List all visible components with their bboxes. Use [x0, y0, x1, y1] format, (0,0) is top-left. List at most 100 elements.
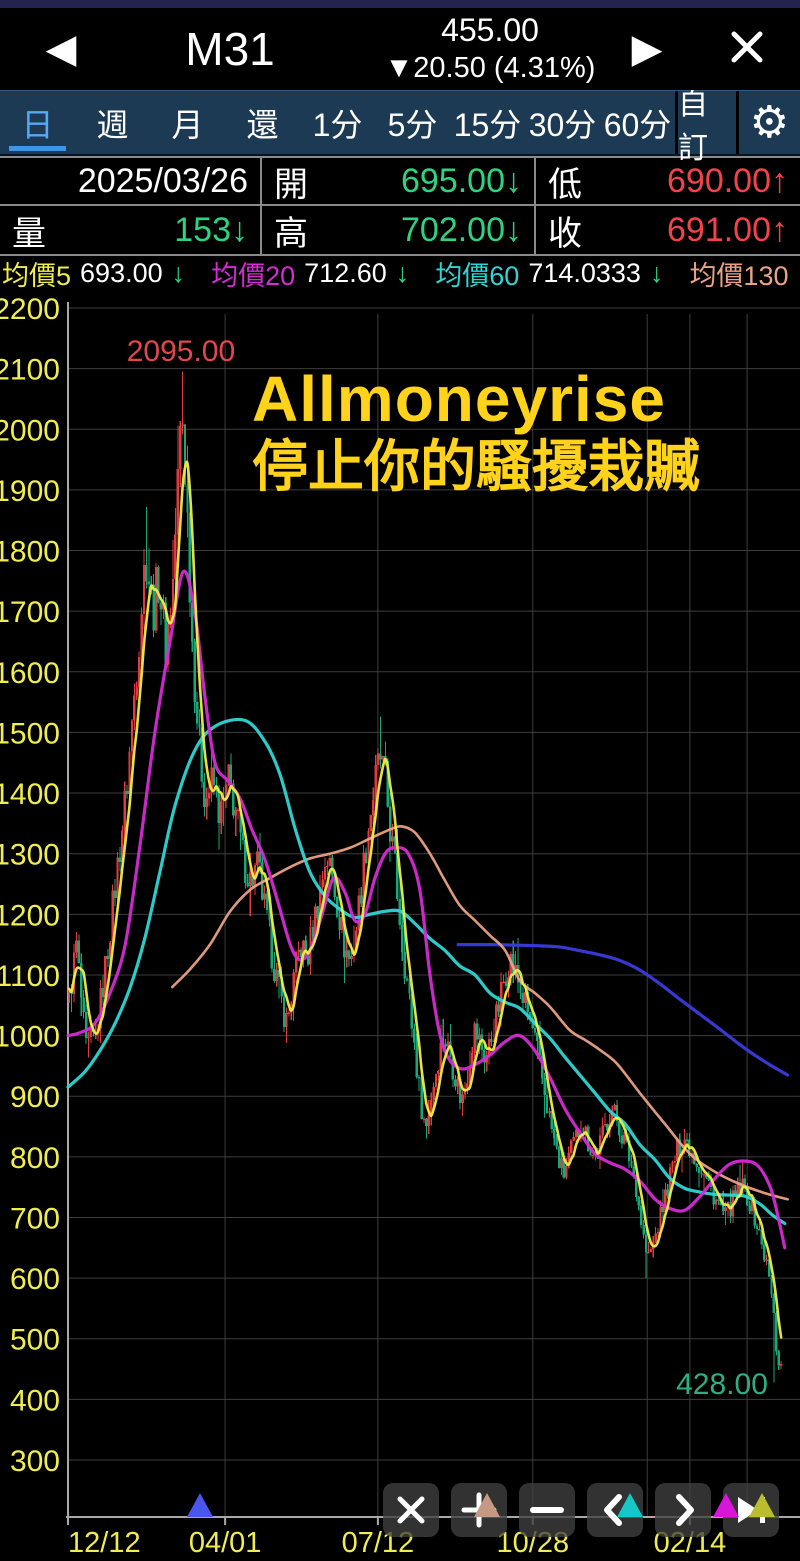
tab-custom[interactable]: 自訂 — [675, 88, 736, 165]
quote-info-grid: 2025/03/26 開 695.00↓ 低 690.00↑ 量 153↓ 高 702.00↓ 收… — [0, 156, 800, 256]
info-cell-high: 高 702.00↓ — [262, 206, 536, 254]
toolbar-close-button[interactable] — [383, 1483, 439, 1537]
x-icon — [397, 1496, 425, 1524]
ma20-legend-arrow: ↓ — [395, 257, 410, 288]
info-cell-close-value: 691.00↑ — [667, 210, 788, 249]
ma5-legend-value: 693.00 — [80, 257, 163, 288]
price-chart[interactable]: 300 400 500 600 700 800 900 1000 1100 1200 1300 140… — [0, 290, 800, 1561]
info-cell-volume-value: 153↓ — [174, 210, 248, 249]
axis-marker-magenta — [713, 1493, 740, 1517]
info-cell-low-value: 690.00↑ — [667, 161, 788, 200]
y-axis-label: 1900 — [0, 475, 60, 508]
ma5-legend-label: 均價5 — [2, 260, 72, 291]
info-cell-low-label: 低 — [548, 165, 582, 204]
y-axis-label: 1500 — [0, 717, 60, 750]
ma20-legend: 均價20 712.60 ↓ — [211, 256, 410, 291]
ma130-legend: 均價130 — [689, 256, 789, 291]
y-axis-label: 1300 — [0, 839, 60, 872]
header: ◀ M31 455.00 ▼20.50 (4.31%) ▶ — [0, 8, 800, 90]
info-cell-high-label: 高 — [274, 214, 308, 253]
tab-30min[interactable]: 30分 — [528, 106, 597, 143]
y-axis-label: 800 — [10, 1142, 60, 1175]
forward-button[interactable]: ▶ — [612, 8, 682, 90]
toolbar-next-button[interactable] — [655, 1483, 711, 1537]
tab-15min[interactable]: 15分 — [453, 106, 522, 143]
toolbar-prev-button[interactable] — [587, 1483, 643, 1537]
close-icon — [728, 28, 766, 71]
y-axis-label: 1700 — [0, 596, 60, 629]
settings-button[interactable]: ⚙ — [735, 91, 800, 154]
y-axis-label: 2200 — [0, 293, 60, 326]
y-axis-label: 700 — [10, 1202, 60, 1235]
tab-1min[interactable]: 1分 — [312, 106, 363, 143]
ma-line-ma130 — [170, 825, 789, 1201]
y-axis-label: 1800 — [0, 536, 60, 569]
back-icon: ◀ — [45, 27, 77, 71]
tab-month[interactable]: 月 — [171, 106, 204, 143]
chevron-left-icon — [604, 1494, 622, 1526]
chevron-right-icon — [676, 1494, 694, 1526]
ma60-legend-label: 均價60 — [435, 260, 520, 291]
axis-marker-tan — [474, 1493, 501, 1517]
info-cell-high-value: 702.00↓ — [401, 210, 522, 249]
y-axis-label: 300 — [10, 1445, 60, 1478]
tab-day[interactable]: 日 — [0, 91, 75, 154]
y-axis-label: 1400 — [0, 778, 60, 811]
moving-average-layer — [66, 460, 790, 1339]
current-price: 455.00 — [441, 12, 539, 48]
info-cell-open-value: 695.00↓ — [401, 161, 522, 200]
y-axis-label: 600 — [10, 1263, 60, 1296]
y-axis-label: 1200 — [0, 899, 60, 932]
minus-icon — [530, 1507, 564, 1513]
y-axis-label: 400 — [10, 1384, 60, 1417]
info-cell-volume-label: 量 — [12, 214, 46, 253]
ma20-legend-label: 均價20 — [211, 260, 296, 291]
candlestick-layer — [68, 371, 783, 1383]
y-axis-label: 1600 — [0, 657, 60, 690]
forward-icon: ▶ — [631, 27, 663, 71]
y-axis-label: 2100 — [0, 354, 60, 387]
toolbar-zoom-out-button[interactable] — [519, 1483, 575, 1537]
close-button[interactable] — [712, 8, 782, 90]
y-axis-label: 900 — [10, 1081, 60, 1114]
info-cell-open-label: 開 — [274, 165, 308, 204]
ma-line-ma240 — [456, 942, 790, 1077]
y-axis-label: 1000 — [0, 1021, 60, 1054]
status-strip — [0, 0, 800, 8]
x-axis-label: 12/12 — [68, 1527, 141, 1559]
tab-week[interactable]: 週 — [96, 106, 129, 143]
info-cell-open: 開 695.00↓ — [262, 158, 536, 206]
x-axis-label: 04/01 — [189, 1527, 262, 1559]
axis-marker-cyan — [616, 1493, 643, 1517]
tab-restore[interactable]: 還 — [246, 106, 279, 143]
period-tabbar: 日週 月 還 1分 5分 15分 30分 60分 自訂 ⚙ — [0, 88, 800, 165]
tab-5min[interactable]: 5分 — [387, 106, 438, 143]
info-cell-date-value: 2025/03/26 — [77, 161, 248, 200]
axis-marker-olive — [749, 1493, 776, 1517]
ma5-legend: 均價5 693.00 ↓ — [2, 256, 186, 291]
ma60-legend: 均價60 714.0333 ↓ — [435, 256, 664, 291]
ma-legend-bar: 均價5 693.00 ↓ 均價20 712.60 ↓ 均價60 714.0333 ↓ 均價130 — [0, 256, 800, 291]
info-cell-close: 收 691.00↑ — [536, 206, 800, 254]
price-block: 455.00 ▼20.50 (4.31%) — [360, 10, 620, 86]
gear-icon: ⚙ — [749, 97, 789, 147]
candlestick-chart-canvas: 300 400 500 600 700 800 900 1000 1100 1200 1300 140… — [0, 293, 800, 1559]
tab-60min[interactable]: 60分 — [603, 106, 672, 143]
ma-line-ma5 — [67, 460, 783, 1339]
ma5-legend-arrow: ↓ — [171, 257, 186, 288]
y-axis-label: 1100 — [0, 960, 60, 993]
info-cell-date: 2025/03/26 — [0, 158, 262, 206]
y-axis-label: 2000 — [0, 414, 60, 447]
ma60-legend-value: 714.0333 — [528, 257, 641, 288]
stock-title: M31 — [185, 23, 275, 75]
ma60-legend-arrow: ↓ — [649, 257, 664, 288]
back-button[interactable]: ◀ — [26, 8, 96, 90]
ma-line-ma20 — [66, 569, 787, 1250]
info-cell-low: 低 690.00↑ — [536, 158, 800, 206]
ma130-legend-label: 均價130 — [689, 260, 789, 291]
ma20-legend-value: 712.60 — [304, 257, 387, 288]
price-change: ▼20.50 (4.31%) — [384, 52, 596, 84]
axis-marker-blue — [186, 1493, 213, 1517]
info-cell-close-label: 收 — [548, 214, 582, 253]
